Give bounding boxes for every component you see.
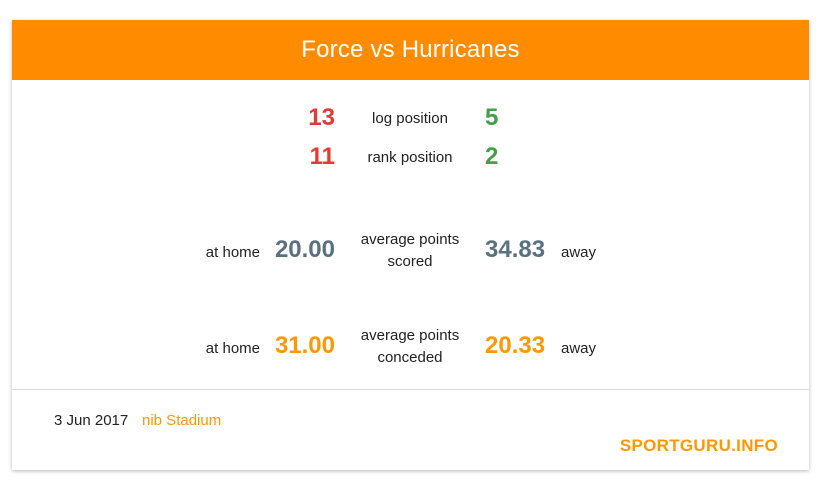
log-position-label: log position: [372, 110, 448, 127]
match-card: Force vs Hurricanes 13 log position 5 11…: [12, 20, 809, 470]
away-scored-suffix: away: [561, 244, 597, 261]
rank-position-row: 11 rank position 2: [12, 143, 809, 173]
match-date: 3 Jun 2017: [54, 412, 129, 429]
home-scored-prefix: at home: [205, 244, 260, 261]
away-rank-position: 2: [485, 143, 499, 170]
home-scored-value: 20.00: [274, 236, 335, 263]
points-conceded-label-line1: average points: [360, 327, 460, 344]
away-scored-value: 34.83: [485, 236, 546, 263]
log-position-row: 13 log position 5: [12, 104, 809, 134]
home-conceded-value: 31.00: [274, 332, 335, 359]
home-rank-position: 11: [309, 143, 335, 170]
brand-link[interactable]: SPORTGURU.INFO: [619, 436, 778, 455]
away-log-position: 5: [485, 104, 499, 131]
away-conceded-suffix: away: [561, 340, 597, 357]
points-scored-label: average points scored: [340, 229, 480, 273]
points-conceded-row: at home 31.00 average points conceded 20…: [12, 324, 809, 374]
match-title: Force vs Hurricanes: [12, 20, 809, 80]
away-conceded-value: 20.33: [485, 332, 546, 359]
rank-position-label: rank position: [367, 149, 453, 166]
home-log-position: 13: [308, 104, 335, 131]
points-scored-row: at home 20.00 average points scored 34.8…: [12, 228, 809, 278]
venue-link[interactable]: nib Stadium: [142, 412, 222, 429]
points-conceded-label: average points conceded: [340, 325, 480, 369]
points-scored-label-line1: average points: [360, 231, 460, 248]
points-conceded-label-line2: conceded: [377, 349, 443, 366]
home-conceded-prefix: at home: [205, 340, 260, 357]
footer-divider: [12, 389, 809, 390]
points-scored-label-line2: scored: [387, 253, 433, 270]
